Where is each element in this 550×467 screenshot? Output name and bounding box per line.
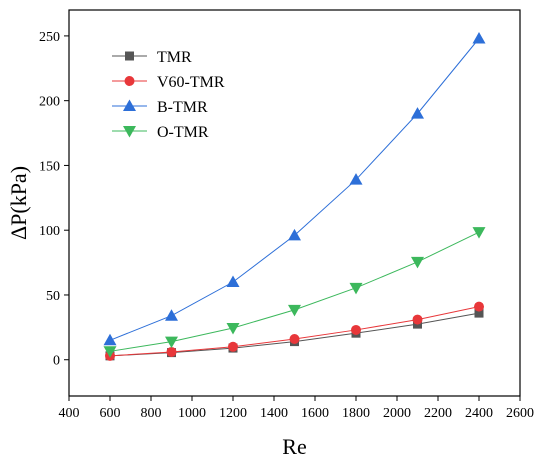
data-point [349,282,363,295]
x-tick-label: 400 [59,406,80,421]
data-point [474,308,484,318]
data-point [349,173,363,185]
series-b-tmr [103,31,486,346]
data-point [288,304,301,317]
data-point [166,346,177,357]
x-tick-label: 600 [100,406,121,421]
data-point [472,227,486,239]
series-o-tmr [103,227,486,358]
data-point [228,341,238,352]
data-point [411,256,424,269]
x-tick-label: 2600 [506,406,534,421]
y-tick-label: 50 [46,289,60,304]
data-point [412,314,423,325]
data-point [474,301,484,312]
data-point [289,334,300,345]
y-tick-label: 150 [39,159,60,174]
data-point [288,228,301,241]
data-point [165,336,178,349]
legend-label: TMR [157,49,192,66]
legend-item: O-TMR [112,124,209,141]
legend-marker [123,126,136,138]
x-tick-label: 2200 [424,406,452,421]
legend-item: B-TMR [112,99,208,116]
legend-item: V60-TMR [112,74,225,91]
legend-label: V60-TMR [157,74,225,91]
x-tick-label: 1600 [301,406,329,421]
x-tick-label: 1400 [260,406,288,421]
data-point [411,107,424,119]
data-point [472,31,486,44]
x-tick-label: 1000 [178,406,206,421]
plot-frame [68,9,521,397]
legend: TMR V60-TMR B-TMR O-TMR [112,49,225,141]
x-tick-label: 2000 [383,406,411,421]
data-point [103,333,117,346]
data-point [103,346,117,358]
data-point [351,324,361,335]
series-line [109,231,480,352]
y-tick-label: 250 [39,30,60,45]
x-tick-label: 2400 [465,406,493,421]
x-tick-label: 800 [141,406,162,421]
data-point [165,309,178,321]
legend-item: TMR [112,49,192,66]
data-point [226,322,240,335]
data-point [226,275,240,288]
legend-marker [123,99,136,111]
y-tick-label: 0 [53,354,60,369]
y-tick-label: 100 [39,224,60,239]
x-tick-label: 1800 [342,406,370,421]
legend-marker [125,51,134,61]
axis-ticks: 400 600 800 1000 1200 1400 1600 1800 2000 2200 240… [39,30,534,421]
legend-marker [124,76,135,86]
legend-label: B-TMR [157,99,208,116]
legend-label: O-TMR [157,124,209,141]
y-axis-title: ΔP(kPa) [6,166,31,240]
x-tick-label: 1200 [219,406,247,421]
series-layer [103,31,486,361]
y-tick-label: 200 [39,95,60,110]
x-axis-title: Re [282,434,306,459]
